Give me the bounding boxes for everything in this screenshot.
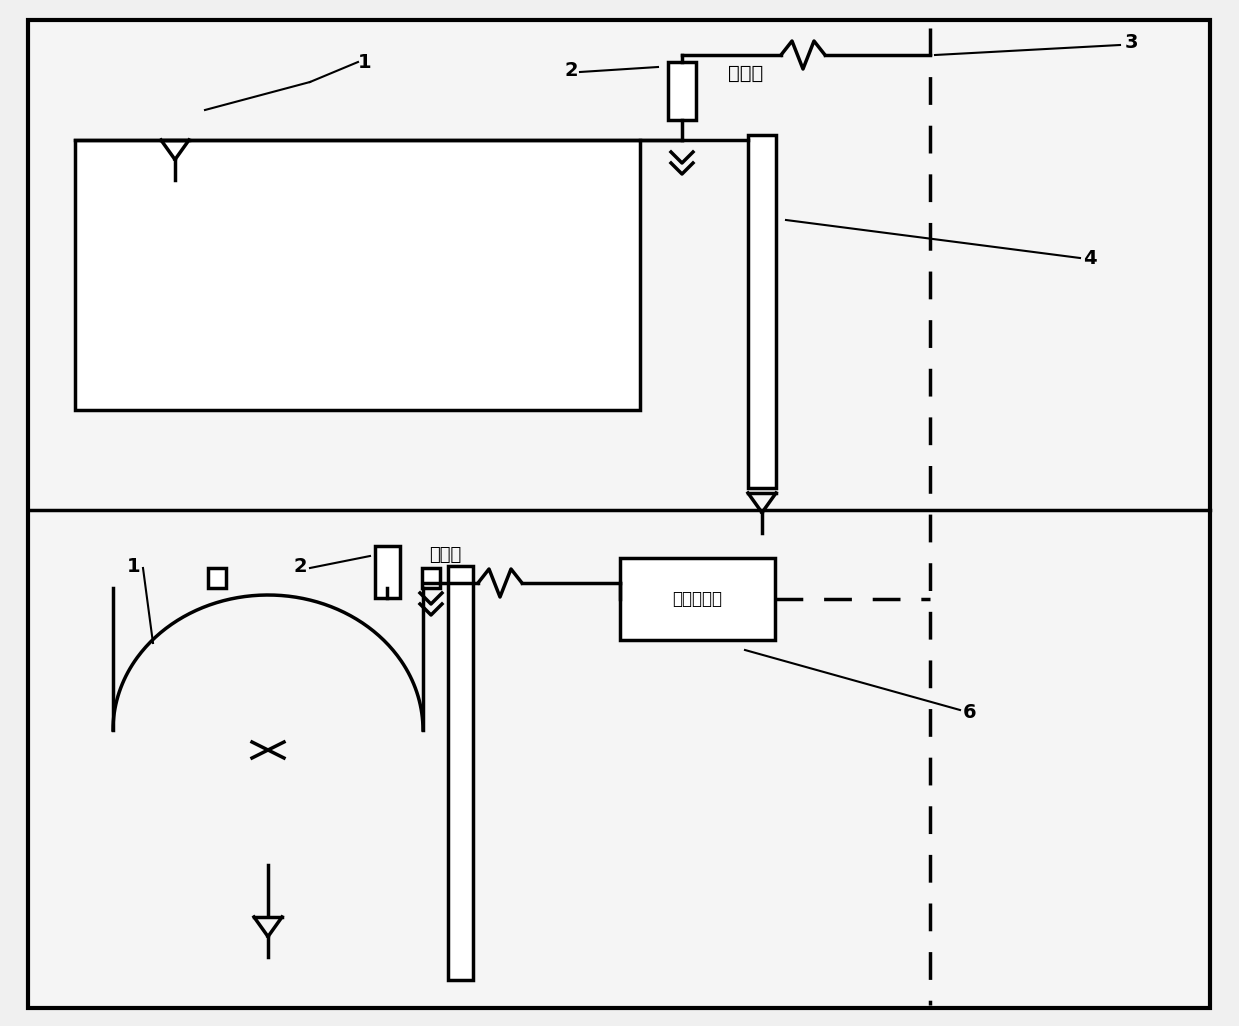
Text: 6: 6 bbox=[963, 703, 976, 721]
Text: 呼吸阀: 呼吸阀 bbox=[429, 546, 461, 564]
Text: 4: 4 bbox=[1083, 248, 1097, 268]
FancyBboxPatch shape bbox=[375, 546, 400, 598]
FancyBboxPatch shape bbox=[620, 558, 776, 640]
FancyBboxPatch shape bbox=[208, 568, 225, 588]
FancyBboxPatch shape bbox=[422, 568, 440, 588]
Text: 呼吸阀: 呼吸阀 bbox=[729, 64, 763, 83]
Text: 1: 1 bbox=[126, 556, 140, 576]
FancyBboxPatch shape bbox=[28, 19, 1211, 1008]
Text: 2: 2 bbox=[294, 556, 307, 576]
FancyBboxPatch shape bbox=[668, 62, 696, 120]
Text: 1: 1 bbox=[358, 52, 372, 72]
Text: 除酸雾装置: 除酸雾装置 bbox=[672, 590, 722, 608]
FancyBboxPatch shape bbox=[449, 566, 473, 980]
Text: 2: 2 bbox=[565, 61, 579, 79]
FancyBboxPatch shape bbox=[76, 140, 641, 410]
FancyBboxPatch shape bbox=[748, 135, 776, 488]
Text: 3: 3 bbox=[1125, 34, 1139, 52]
